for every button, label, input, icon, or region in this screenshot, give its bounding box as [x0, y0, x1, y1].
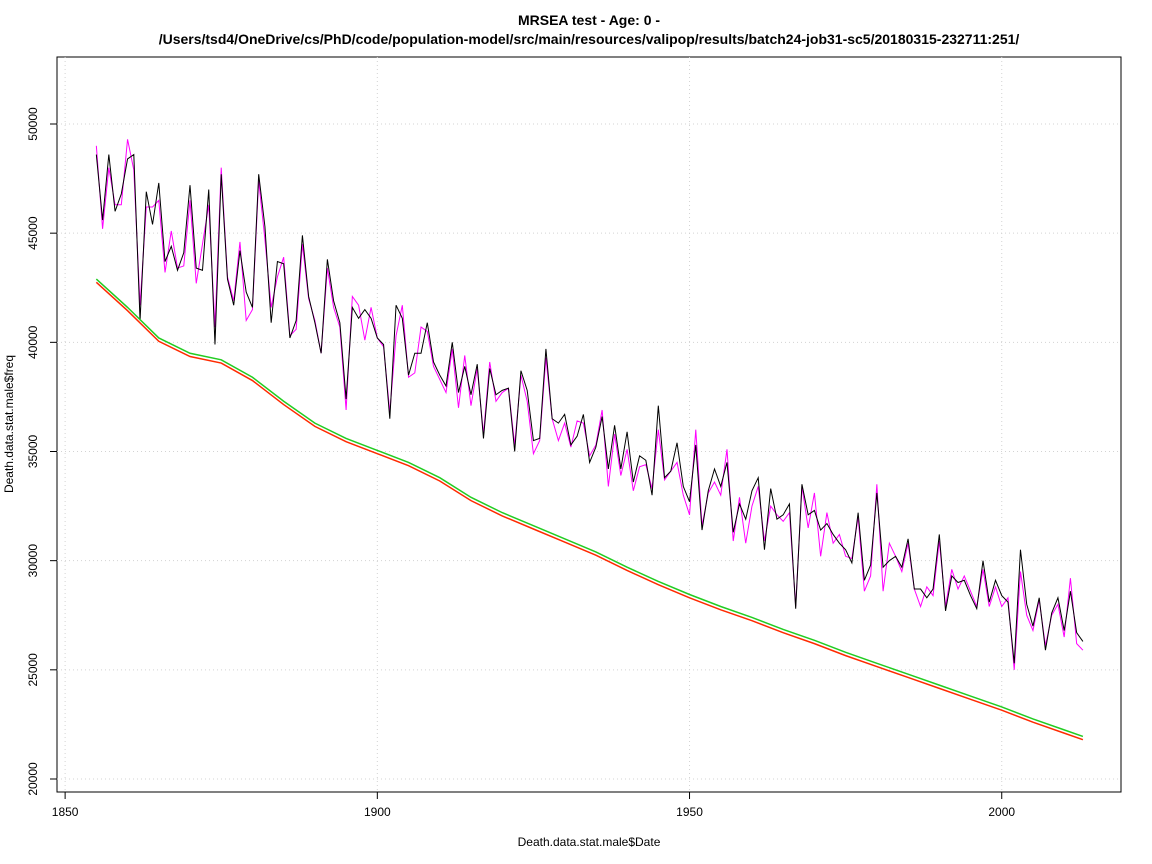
data-line — [95, 153, 1084, 664]
data-line — [95, 278, 1084, 738]
y-tick-label: 40000 — [26, 325, 40, 359]
x-axis-label: Death.data.stat.male$Date — [518, 835, 661, 849]
chart-subtitle: /Users/tsd4/OneDrive/cs/PhD/code/populat… — [159, 31, 1020, 47]
chart-title: MRSEA test - Age: 0 - — [518, 12, 660, 28]
x-tick-label: 1850 — [52, 805, 79, 819]
y-tick-label: 45000 — [26, 216, 40, 250]
y-tick-label: 30000 — [26, 544, 40, 578]
y-tick-label: 25000 — [26, 653, 40, 687]
y-axis-label: Death.data.stat.male$freq — [2, 355, 16, 493]
x-tick-label: 1900 — [364, 805, 391, 819]
y-tick-label: 35000 — [26, 434, 40, 468]
data-line — [95, 139, 1084, 670]
y-tick-label: 50000 — [26, 107, 40, 141]
x-tick-label: 2000 — [988, 805, 1015, 819]
y-tick-label: 20000 — [26, 762, 40, 796]
x-tick-label: 1950 — [676, 805, 703, 819]
data-line — [95, 281, 1084, 741]
